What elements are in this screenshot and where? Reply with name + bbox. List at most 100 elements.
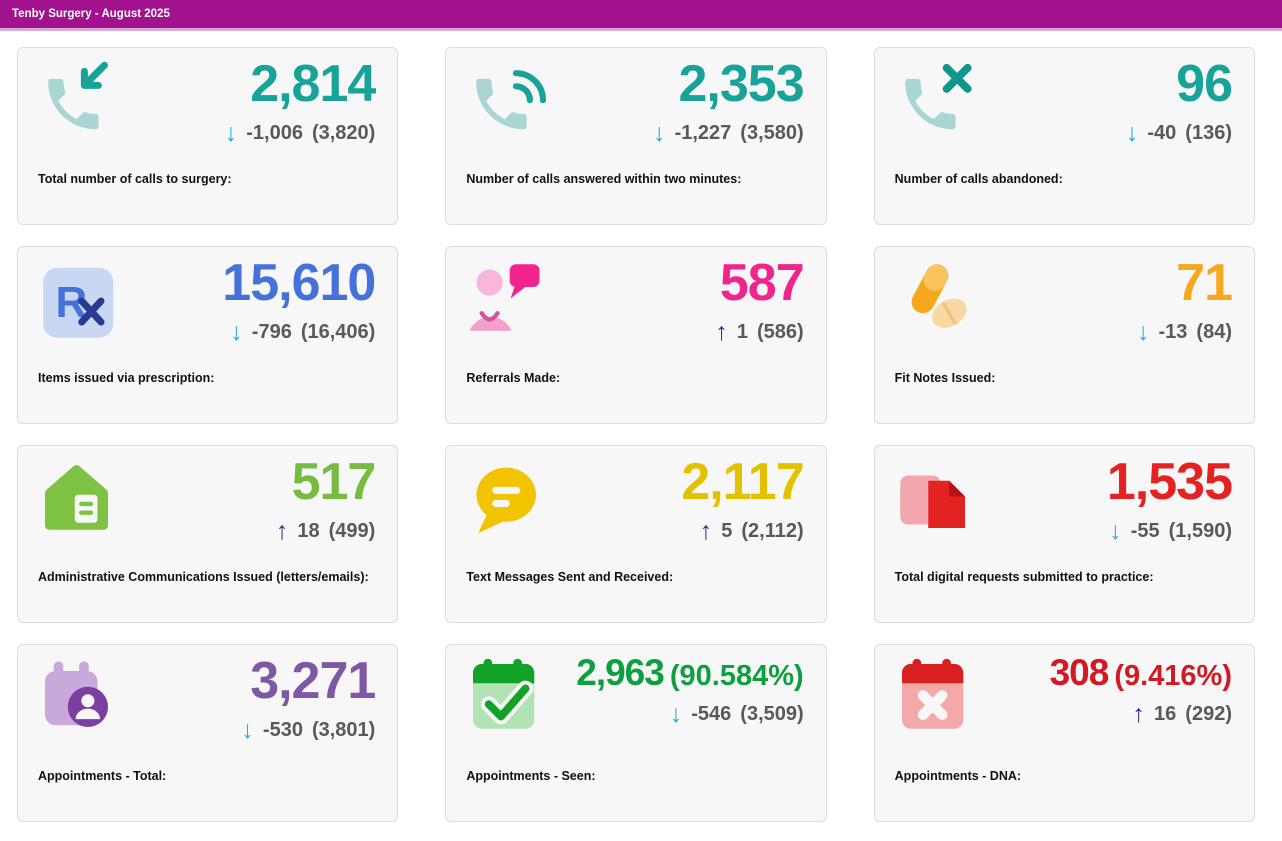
kpi-change-line: ↑ 5 (2,112) <box>681 517 804 546</box>
kpi-number-block: 96 ↓ -40 (136) <box>1126 55 1233 146</box>
kpi-change-value: -13 <box>1158 321 1188 344</box>
kpi-change-value: -40 <box>1147 122 1177 145</box>
calendar-person-icon <box>38 657 122 741</box>
kpi-value-line: 15,610 <box>222 254 376 312</box>
card-admin-comms: 517 ↑ 18 (499) Administrative Communicat… <box>17 445 399 623</box>
kpi-number-block: 517 ↑ 18 (499) <box>276 453 377 544</box>
kpi-number-block: 308 (9.416%) ↑ 16 (292) <box>1050 653 1232 727</box>
kpi-label: Appointments - Seen: <box>466 769 596 783</box>
title-bar: Tenby Surgery - August 2025 <box>0 0 1282 28</box>
kpi-value: 587 <box>719 254 805 312</box>
kpi-value-line: 96 <box>1126 55 1233 113</box>
card-text-messages: 2,117 ↑ 5 (2,112) Text Messages Sent and… <box>445 445 827 623</box>
trend-up-arrow-icon: ↑ <box>275 517 289 546</box>
kpi-change-value: -546 <box>691 702 732 725</box>
kpi-label: Administrative Communications Issued (le… <box>38 570 369 584</box>
kpi-change-value: -1,227 <box>674 122 732 145</box>
card-referrals: 587 ↑ 1 (586) Referrals Made: <box>445 246 827 424</box>
kpi-previous-value: (3,801) <box>311 719 376 742</box>
kpi-change-line: ↓ -40 (136) <box>1126 121 1232 146</box>
kpi-previous-value: (1,590) <box>1168 520 1232 543</box>
card-calls-total: 2,814 ↓ -1,006 (3,820) Total number of c… <box>17 47 399 225</box>
kpi-value-line: 3,271 <box>241 652 376 710</box>
kpi-change-value: -530 <box>262 719 303 742</box>
calendar-check-icon <box>466 657 550 741</box>
kpi-value: 2,963 <box>576 652 665 693</box>
kpi-percent: (90.584%) <box>669 660 804 692</box>
kpi-value-line: 517 <box>276 453 377 511</box>
kpi-previous-value: (3,580) <box>740 122 804 145</box>
kpi-value: 3,271 <box>250 652 376 710</box>
kpi-value-line: 308 (9.416%) <box>1050 653 1232 693</box>
trend-up-arrow-icon: ↑ <box>715 318 728 347</box>
kpi-label: Text Messages Sent and Received: <box>466 570 674 584</box>
referral-icon <box>466 259 550 343</box>
kpi-number-block: 2,117 ↑ 5 (2,112) <box>681 453 804 546</box>
kpi-change-line: ↑ 18 (499) <box>276 519 375 544</box>
kpi-value: 2,117 <box>681 453 804 511</box>
kpi-previous-value: (3,509) <box>740 702 804 725</box>
kpi-number-block: 2,814 ↓ -1,006 (3,820) <box>225 55 377 146</box>
card-digital-requests: 1,535 ↓ -55 (1,590) Total digital reques… <box>873 445 1255 623</box>
card-prescriptions: R 15,610 ↓ -796 (16,406) Items issued vi… <box>17 246 399 424</box>
kpi-label: Items issued via prescription: <box>38 371 215 385</box>
trend-down-arrow-icon: ↓ <box>1109 517 1122 546</box>
pills-icon <box>895 259 979 343</box>
kpi-number-block: 2,353 ↓ -1,227 (3,580) <box>653 55 805 146</box>
kpi-label: Number of calls abandoned: <box>894 172 1063 186</box>
kpi-value: 2,814 <box>250 55 376 113</box>
trend-up-arrow-icon: ↑ <box>699 517 713 546</box>
kpi-value: 15,610 <box>222 254 376 312</box>
kpi-change-value: 16 <box>1154 702 1177 725</box>
kpi-change-value: 18 <box>297 520 320 543</box>
kpi-previous-value: (3,820) <box>311 122 376 145</box>
card-calls-answered: 2,353 ↓ -1,227 (3,580) Number of calls a… <box>445 47 827 225</box>
kpi-value: 308 <box>1049 652 1110 693</box>
kpi-label: Referrals Made: <box>466 371 561 385</box>
kpi-change-line: ↓ -1,006 (3,820) <box>225 121 376 146</box>
kpi-change-line: ↓ -1,227 (3,580) <box>653 121 804 146</box>
kpi-value: 96 <box>1176 55 1233 113</box>
trend-down-arrow-icon: ↓ <box>1137 318 1150 347</box>
phone-answered-icon <box>466 60 550 144</box>
card-appointments-seen: 2,963 (90.584%) ↓ -546 (3,509) Appointmen… <box>445 644 827 822</box>
title-bar-accent-strip <box>0 28 1282 31</box>
trend-down-arrow-icon: ↓ <box>230 318 243 347</box>
kpi-value: 2,353 <box>678 55 805 113</box>
trend-down-arrow-icon: ↓ <box>669 699 683 728</box>
trend-down-arrow-icon: ↓ <box>653 119 666 148</box>
kpi-change-value: -796 <box>251 321 292 344</box>
kpi-label: Number of calls answered within two minu… <box>466 172 742 186</box>
kpi-value-line: 1,535 <box>1106 453 1233 511</box>
kpi-value-line: 2,353 <box>653 55 805 113</box>
kpi-change-value: -55 <box>1130 520 1160 543</box>
kpi-value: 1,535 <box>1106 453 1233 511</box>
kpi-number-block: 71 ↓ -13 (84) <box>1137 254 1233 347</box>
kpi-value: 517 <box>291 453 377 511</box>
kpi-change-value: 1 <box>736 321 748 344</box>
kpi-previous-value: (84) <box>1196 321 1232 344</box>
kpi-value-line: 71 <box>1137 254 1233 312</box>
kpi-previous-value: (2,112) <box>741 520 804 543</box>
kpi-percent: (9.416%) <box>1114 660 1232 692</box>
kpi-label: Appointments - Total: <box>38 769 167 783</box>
trend-up-arrow-icon: ↑ <box>1132 699 1146 728</box>
kpi-value-line: 2,117 <box>681 453 804 511</box>
trend-down-arrow-icon: ↓ <box>224 119 238 148</box>
document-request-icon <box>895 458 979 542</box>
kpi-change-line: ↓ -55 (1,590) <box>1107 519 1232 544</box>
kpi-previous-value: (292) <box>1185 702 1232 725</box>
kpi-label: Total digital requests submitted to prac… <box>894 570 1154 584</box>
kpi-change-line: ↑ 1 (586) <box>715 320 803 345</box>
card-fit-notes: 71 ↓ -13 (84) Fit Notes Issued: <box>873 246 1255 424</box>
kpi-number-block: 1,535 ↓ -55 (1,590) <box>1106 453 1233 544</box>
kpi-value-line: 2,963 (90.584%) <box>576 653 803 693</box>
card-appointments-dna: 308 (9.416%) ↑ 16 (292) Appointments - DN… <box>873 644 1255 822</box>
kpi-number-block: 587 ↑ 1 (586) <box>715 254 805 345</box>
trend-down-arrow-icon: ↓ <box>1125 119 1139 148</box>
card-appointments-total: 3,271 ↓ -530 (3,801) Appointments - Tota… <box>17 644 399 822</box>
phone-abandoned-icon <box>895 60 979 144</box>
prescription-icon: R <box>38 259 122 343</box>
phone-incoming-icon <box>38 60 122 144</box>
kpi-value: 71 <box>1176 254 1233 312</box>
